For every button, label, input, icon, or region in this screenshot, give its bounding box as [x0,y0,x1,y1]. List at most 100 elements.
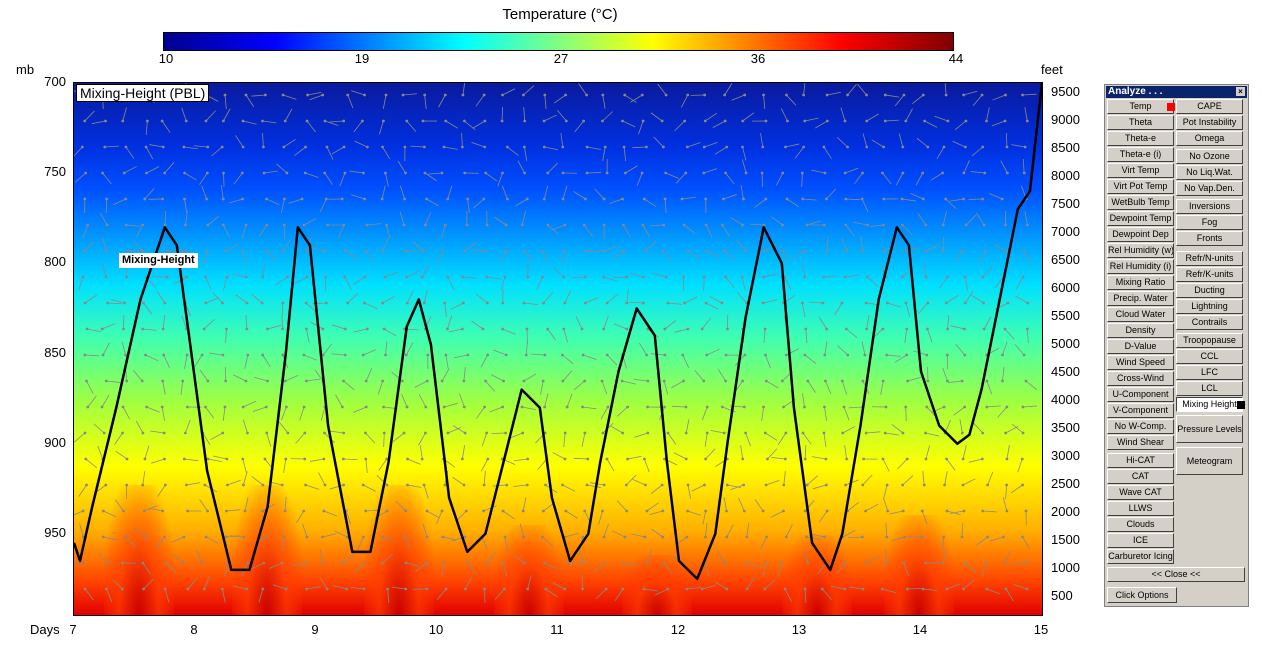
analyze-button-ice[interactable]: ICE [1107,533,1174,548]
analyze-button-dewpoint-dep[interactable]: Dewpoint Dep [1107,227,1174,242]
wind-barb [587,146,601,150]
wind-barb-dot [901,431,905,435]
analyze-button-no-ozone[interactable]: No Ozone [1176,149,1243,164]
wind-barb-dot [323,249,327,253]
analyze-button-wind-shear[interactable]: Wind Shear [1107,435,1174,450]
analyze-button-wave-cat[interactable]: Wave CAT [1107,485,1174,500]
wind-barb-dot [364,431,367,435]
wind-barb [804,117,819,122]
wind-barb-dot [925,353,929,357]
wind-barb [509,432,523,439]
analyze-button-theta[interactable]: Theta [1107,115,1174,130]
analyze-button-cloud-water[interactable]: Cloud Water [1107,307,1174,322]
analyze-button-precip-water[interactable]: Precip. Water [1107,291,1174,306]
analyze-button-lcl[interactable]: LCL [1176,381,1243,396]
wind-barb-dot [864,301,868,305]
analyze-button-dewpoint-temp[interactable]: Dewpoint Temp [1107,211,1174,226]
wind-barb-dot [942,535,946,539]
wind-barb [821,588,832,600]
wind-barb-dot [601,431,605,435]
analyze-button-pressure-levels[interactable]: Pressure Levels [1176,415,1243,443]
analyze-button-mixing-ratio[interactable]: Mixing Ratio [1107,275,1174,290]
wind-barb [523,85,535,96]
wind-barb-dot [704,457,708,461]
analyze-button-rel-humidity-w[interactable]: Rel Humidity (w) [1107,243,1174,258]
analyze-button-meteogram[interactable]: Meteogram [1176,447,1243,475]
analyze-button-density[interactable]: Density [1107,323,1174,338]
analyze-button-no-vap-den[interactable]: No Vap.Den. [1176,181,1243,196]
wind-barb [763,94,766,109]
analyze-button-ducting[interactable]: Ducting [1176,283,1243,298]
wind-barb [1023,250,1032,263]
analyze-button-cross-wind[interactable]: Cross-Wind [1107,371,1174,386]
analyze-button-theta-e-i[interactable]: Theta-e (i) [1107,147,1174,162]
analyze-button-refr-n-units[interactable]: Refr/N-units [1176,251,1243,266]
analyze-button-pot-instability[interactable]: Pot Instability [1176,115,1243,130]
wind-barb [624,94,637,103]
analyze-button-u-component[interactable]: U-Component [1107,387,1174,402]
wind-barb [552,581,565,590]
wind-barb-dot [821,301,825,305]
wind-barb-dot [326,223,330,227]
wind-barb [502,88,516,96]
analyze-button-wind-speed[interactable]: Wind Speed [1107,355,1174,370]
wind-barb-dot [224,535,228,539]
analyze-button-troopopause[interactable]: Troopopause [1176,333,1243,348]
analyze-button-theta-e[interactable]: Theta-e [1107,131,1174,146]
wind-barb [262,133,264,148]
wind-barb [764,579,776,590]
analyze-button-fog[interactable]: Fog [1176,215,1243,230]
wind-barb-dot [962,93,966,97]
wind-barb [74,432,86,443]
analyze-button-click-options[interactable]: Click Options [1107,587,1177,603]
wind-barb [205,406,215,419]
wind-barb-dot [243,509,247,513]
wind-barb [770,510,784,518]
wind-barb [785,143,800,148]
wind-barb-dot [101,171,104,175]
analyze-button-cat[interactable]: CAT [1107,469,1174,484]
analyze-button-lfc[interactable]: LFC [1176,365,1243,380]
analyze-button-refr-k-units[interactable]: Refr/K-units [1176,267,1243,282]
analyze-button-carburetor-icing[interactable]: Carburetor Icing [1107,549,1174,564]
analyze-button-llws[interactable]: LLWS [1107,501,1174,516]
analyze-button-cape[interactable]: CAPE [1176,99,1243,114]
analyze-button-mixing-height[interactable]: Mixing Height [1176,397,1243,412]
analyze-button-lightning[interactable]: Lightning [1176,299,1243,314]
analyze-button-inversions[interactable]: Inversions [1176,199,1243,214]
wind-barb-dot [663,327,667,331]
analyze-button-no-liq-wat[interactable]: No Liq.Wat. [1176,165,1243,180]
wind-barb-dot [142,509,146,513]
analyze-button-fronts[interactable]: Fronts [1176,231,1243,246]
wind-barb [623,146,627,161]
analyze-button-temp[interactable]: Temp [1107,99,1174,114]
analyze-button-v-component[interactable]: V-Component [1107,403,1174,418]
analyze-button-virt-temp[interactable]: Virt Temp [1107,163,1174,178]
wind-barb-dot [161,327,165,331]
analyze-button-hi-cat[interactable]: Hi-CAT [1107,453,1174,468]
wind-barb-dot [561,483,564,487]
wind-barb-dot [1000,197,1004,201]
analyze-button-virt-pot-temp[interactable]: Virt Pot Temp [1107,179,1174,194]
wind-barb-dot [805,483,809,487]
wind-barb [746,576,755,590]
wind-barb-dot [941,171,945,175]
temperature-time-section-plot[interactable] [73,82,1043,616]
close-icon[interactable]: × [1236,87,1245,96]
wind-barb-dot [242,483,245,487]
analyze-button-clouds[interactable]: Clouds [1107,517,1174,532]
wind-barb-dot [763,431,767,435]
analyze-button-rel-humidity-i[interactable]: Rel Humidity (i) [1107,259,1174,274]
analyze-button-no-w-comp[interactable]: No W-Comp. [1107,419,1174,434]
analyze-button-close[interactable]: << Close << [1107,567,1245,582]
analyze-button-d-value[interactable]: D-Value [1107,339,1174,354]
wind-barb-dot [601,93,605,97]
wind-barb [150,430,165,434]
wind-barb-dot [281,249,285,253]
analyze-button-contrails[interactable]: Contrails [1176,315,1243,330]
wind-barb [102,342,110,356]
analyze-button-omega[interactable]: Omega [1176,131,1243,146]
wind-barb-dot [165,561,168,565]
analyze-button-ccl[interactable]: CCL [1176,349,1243,364]
analyze-button-wetbulb-temp[interactable]: WetBulb Temp [1107,195,1174,210]
